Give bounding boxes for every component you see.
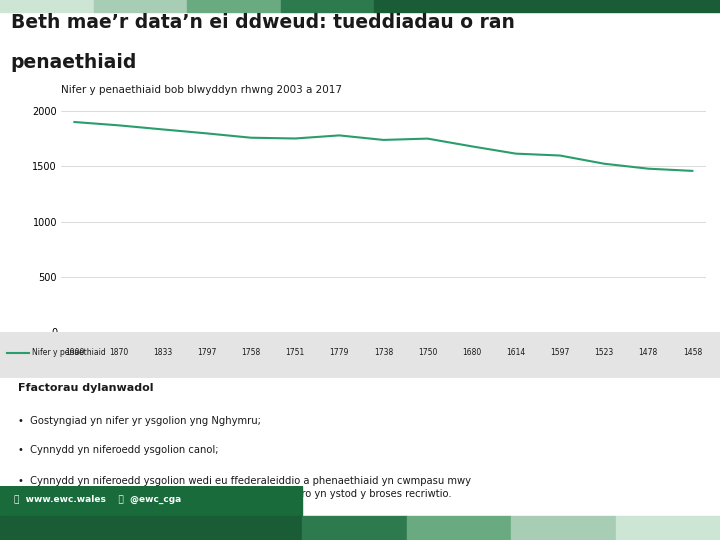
- Text: •  Cynnydd yn niferoedd ysgolion wedi eu ffederaleiddio a phenaethiaid yn cwmpas: • Cynnydd yn niferoedd ysgolion wedi eu …: [18, 476, 471, 498]
- Bar: [511, 516, 616, 540]
- Bar: [407, 516, 511, 540]
- Text: 1680: 1680: [462, 348, 481, 357]
- Text: 1614: 1614: [506, 348, 526, 357]
- Text: Nifer y penaethiaid: Nifer y penaethiaid: [32, 348, 106, 357]
- Bar: [0, 0, 94, 12]
- Text: 1597: 1597: [550, 348, 570, 357]
- Text: 1779: 1779: [330, 348, 349, 357]
- Text: 1750: 1750: [418, 348, 437, 357]
- Bar: [302, 516, 407, 540]
- Text: 1523: 1523: [595, 348, 613, 357]
- Text: ⓘ  www.ewc.wales    🐦  @ewc_cga: ⓘ www.ewc.wales 🐦 @ewc_cga: [14, 495, 181, 504]
- Text: •  Gostyngiad yn nifer yr ysgolion yng Nghymru;: • Gostyngiad yn nifer yr ysgolion yng Ng…: [18, 416, 261, 426]
- Bar: [616, 516, 720, 540]
- Bar: [281, 0, 374, 12]
- Text: •  Cynnydd yn niferoedd ysgolion canol;: • Cynnydd yn niferoedd ysgolion canol;: [18, 445, 218, 455]
- Text: Beth mae’r data’n ei ddweud: tueddiadau o ran: Beth mae’r data’n ei ddweud: tueddiadau …: [11, 14, 515, 32]
- Bar: [374, 0, 720, 12]
- Bar: [94, 0, 187, 12]
- Text: 1758: 1758: [241, 348, 261, 357]
- Text: 1833: 1833: [153, 348, 172, 357]
- Text: 1900: 1900: [65, 348, 84, 357]
- Text: 1738: 1738: [374, 348, 393, 357]
- Text: 1870: 1870: [109, 348, 128, 357]
- Bar: [187, 0, 281, 12]
- Text: penaethiaid: penaethiaid: [11, 53, 138, 72]
- Text: 1751: 1751: [286, 348, 305, 357]
- Text: Ffactorau dylanwadol: Ffactorau dylanwadol: [18, 383, 153, 394]
- Bar: [0, 516, 302, 540]
- Text: 1458: 1458: [683, 348, 702, 357]
- Text: Nifer y penaethiaid bob blwyddyn rhwng 2003 a 2017: Nifer y penaethiaid bob blwyddyn rhwng 2…: [61, 85, 342, 95]
- Text: 1478: 1478: [639, 348, 658, 357]
- Text: 1797: 1797: [197, 348, 217, 357]
- Bar: [0, 486, 302, 516]
